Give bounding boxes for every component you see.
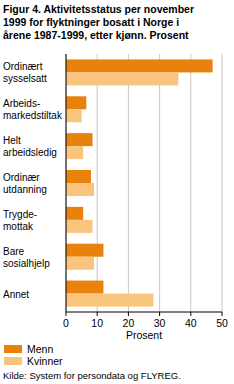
legend: MennKvinner xyxy=(4,343,63,367)
category-label: Trygde-mottak xyxy=(3,209,37,232)
tick-label: 10 xyxy=(91,317,103,329)
title: Figur 4. Aktivitetsstatus per november19… xyxy=(3,3,194,41)
category-line: mottak xyxy=(3,221,34,232)
bar xyxy=(66,59,213,72)
category-line: Annet xyxy=(3,289,29,300)
category-label: Annet xyxy=(3,289,29,300)
grid-line xyxy=(190,54,191,312)
category-line: Bare xyxy=(3,246,25,257)
category-label: Heltarbeidsledig xyxy=(3,135,57,158)
tick-mark xyxy=(222,312,223,316)
bars xyxy=(66,59,213,306)
tick-label: 40 xyxy=(185,317,197,329)
bar xyxy=(66,146,83,159)
category-line: utdanning xyxy=(3,184,47,195)
tick-mark xyxy=(128,312,129,316)
bar xyxy=(66,207,83,220)
x-axis-label: Prosent xyxy=(126,329,162,341)
tick-label: 30 xyxy=(154,317,166,329)
bar xyxy=(66,183,94,196)
bar xyxy=(66,244,103,257)
bar xyxy=(66,170,91,183)
title-line: Figur 4. Aktivitetsstatus per november xyxy=(3,3,194,15)
category-line: sosialhjelp xyxy=(3,258,50,269)
bar xyxy=(66,281,103,294)
title-line: årene 1987-1999, etter kjønn. Prosent xyxy=(3,29,189,41)
category-label: Ordinærtsysselsatt xyxy=(3,61,47,84)
grid-line xyxy=(66,54,67,312)
bar xyxy=(66,72,178,85)
tick-label: 50 xyxy=(216,317,228,329)
category-line: markedstiltak xyxy=(3,110,63,121)
chart: Figur 4. Aktivitetsstatus per november19… xyxy=(0,0,234,384)
source: Kilde: System for persondata og FLYREG. xyxy=(3,370,181,381)
category-line: sysselsatt xyxy=(3,73,47,84)
category-line: Helt xyxy=(3,135,21,146)
bar xyxy=(66,257,94,270)
title-line: 1999 for flyktninger bosatt i Norge i xyxy=(3,16,179,28)
grid xyxy=(66,54,222,312)
tick-mark xyxy=(159,312,160,316)
bar xyxy=(66,96,86,109)
category-line: Trygde- xyxy=(3,209,37,220)
grid-line xyxy=(128,54,129,312)
category-label: Baresosialhjelp xyxy=(3,246,50,269)
category-line: Ordinær xyxy=(3,172,40,183)
tick-label: 20 xyxy=(123,317,135,329)
tick-mark xyxy=(66,312,67,316)
y-axis xyxy=(66,54,67,312)
category-label: Ordinærutdanning xyxy=(3,172,47,195)
grid-line xyxy=(97,54,98,312)
legend-swatch xyxy=(4,357,22,365)
bar xyxy=(66,109,82,122)
category-label: Arbeids-markedstiltak xyxy=(3,98,63,121)
bar xyxy=(66,220,93,233)
tick-mark xyxy=(97,312,98,316)
category-line: Ordinært xyxy=(3,61,43,72)
legend-label: Kvinner xyxy=(27,355,63,367)
bar xyxy=(66,294,153,307)
legend-label: Menn xyxy=(27,343,53,355)
legend-swatch xyxy=(4,345,22,353)
grid-line xyxy=(222,54,223,312)
x-axis xyxy=(66,312,222,313)
grid-line xyxy=(159,54,160,312)
bar xyxy=(66,133,93,146)
tick-label: 0 xyxy=(63,317,69,329)
category-line: Arbeids- xyxy=(3,98,40,109)
category-line: arbeidsledig xyxy=(3,147,57,158)
tick-mark xyxy=(190,312,191,316)
